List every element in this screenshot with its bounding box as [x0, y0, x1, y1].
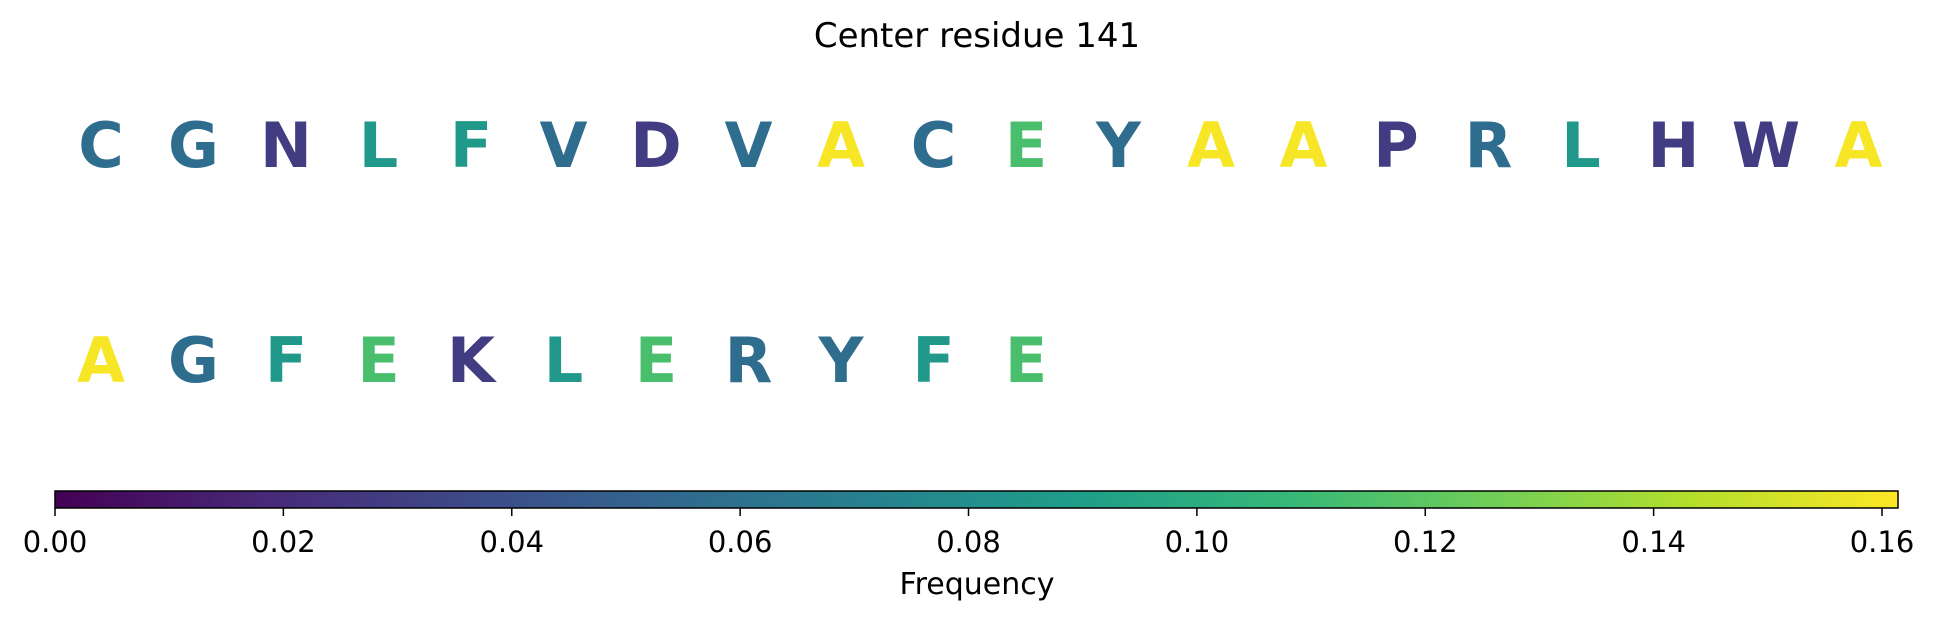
- colorbar-tick-label: 0.14: [1621, 525, 1686, 559]
- residue-letter: Y: [1095, 109, 1142, 182]
- residue-letter: C: [78, 109, 124, 182]
- residue-letter: P: [1373, 109, 1418, 182]
- residue-letter: L: [544, 324, 584, 397]
- residue-letters: C G N L F V D V A C E Y A A P R L H W AA G F E K L E R Y F E: [77, 109, 1883, 397]
- residue-letter: F: [912, 324, 954, 397]
- colorbar-tick-label: 0.08: [936, 525, 1001, 559]
- residue-letter: E: [635, 324, 677, 397]
- residue-letter: A: [817, 109, 865, 182]
- colorbar-ticks: 0.00 0.02 0.04 0.06 0.08 0.10 0.12 0.14 0.16: [23, 508, 1915, 559]
- residue-letter: Y: [818, 324, 865, 397]
- residue-letter: F: [265, 324, 307, 397]
- residue-letter: D: [630, 109, 681, 182]
- residue-letter: E: [1005, 109, 1047, 182]
- residue-letter: A: [1835, 109, 1883, 182]
- residue-letter: V: [540, 109, 588, 182]
- residue-letter: G: [168, 324, 219, 397]
- residue-letter: A: [77, 324, 125, 397]
- residue-letter: G: [168, 109, 219, 182]
- residue-letter: L: [1561, 109, 1601, 182]
- residue-letter: E: [1005, 324, 1047, 397]
- residue-letter: V: [725, 109, 773, 182]
- colorbar: [54, 490, 1899, 509]
- colorbar-tick-label: 0.10: [1165, 525, 1230, 559]
- colorbar-tick-label: 0.04: [479, 525, 544, 559]
- residue-letter: R: [725, 324, 773, 397]
- residue-letter: A: [1187, 109, 1235, 182]
- colorbar-tick-label: 0.02: [251, 525, 316, 559]
- residue-letter: F: [450, 109, 492, 182]
- colorbar-tick-label: 0.00: [23, 525, 88, 559]
- residue-letter: H: [1648, 109, 1700, 182]
- residue-letter: C: [911, 109, 957, 182]
- colorbar-tick-label: 0.16: [1850, 525, 1915, 559]
- colorbar-tick-label: 0.12: [1393, 525, 1458, 559]
- residue-letter: A: [1280, 109, 1328, 182]
- residue-letter: L: [359, 109, 399, 182]
- residue-letter: E: [357, 324, 399, 397]
- residue-letter: W: [1732, 109, 1800, 182]
- colorbar-tick-label: 0.06: [708, 525, 773, 559]
- colorbar-label: Frequency: [900, 567, 1055, 602]
- residue-letter: N: [260, 109, 312, 182]
- chart-title: Center residue 141: [814, 16, 1140, 56]
- residue-letter: K: [447, 324, 497, 397]
- residue-letter: R: [1465, 109, 1513, 182]
